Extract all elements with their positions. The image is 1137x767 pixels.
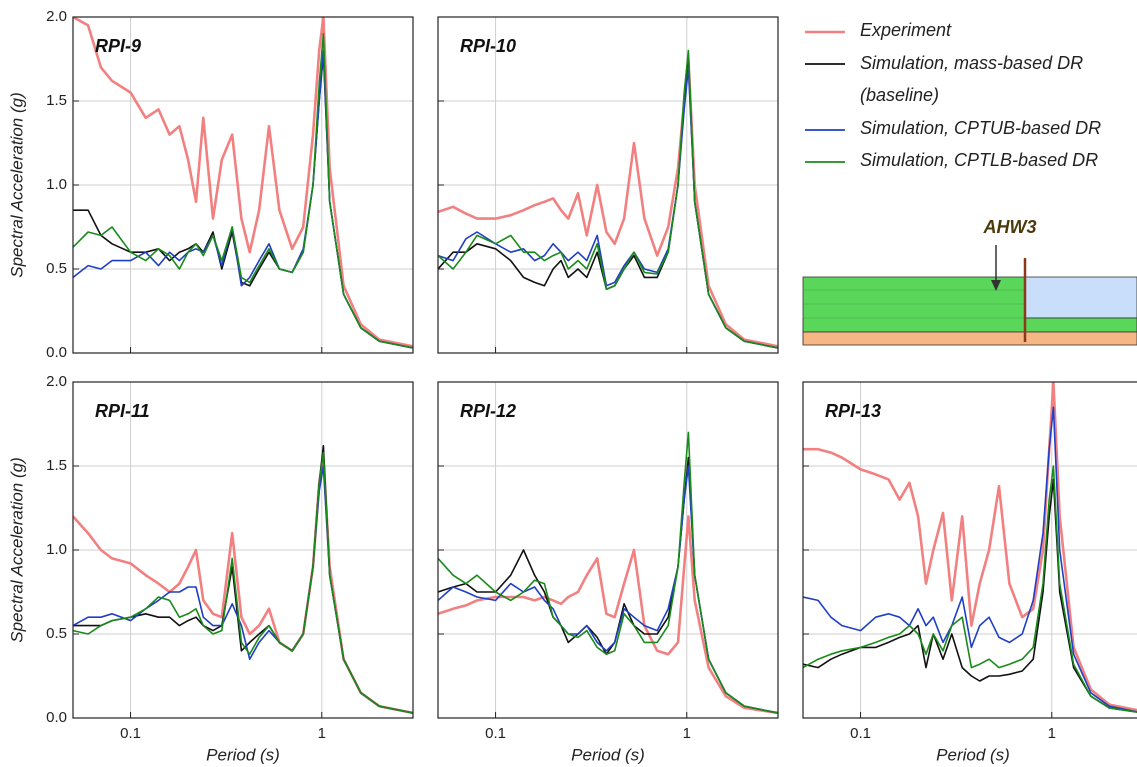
x-tick-label: 1 <box>318 725 326 742</box>
x-axis-label: Period (s) <box>206 745 280 764</box>
y-tick-label: 0.0 <box>46 709 67 726</box>
series-line <box>73 456 413 715</box>
y-axis-label: Spectral Acceleration (g) <box>7 92 26 278</box>
y-axis-label: Spectral Acceleration (g) <box>7 457 26 643</box>
x-tick-label: 0.1 <box>485 725 506 742</box>
x-axis-label: Period (s) <box>571 745 645 764</box>
series-line <box>73 33 413 349</box>
series-line <box>803 406 1137 713</box>
panel-title: RPI-9 <box>95 36 141 56</box>
series-line <box>73 465 413 714</box>
plot-frame <box>437 381 779 719</box>
series-line <box>73 17 413 348</box>
schematic-label: AHW3 <box>983 217 1037 237</box>
legend-entry: Simulation, mass-based DR (baseline) <box>860 53 1084 105</box>
plot-area <box>73 445 413 715</box>
x-tick-label: 0.1 <box>120 725 141 742</box>
y-tick-label: 2.0 <box>46 373 67 390</box>
legend-entry: Simulation, CPTLB-based DR <box>860 150 1099 170</box>
panel-title: RPI-11 <box>95 401 150 421</box>
plot-area <box>803 382 1137 713</box>
series-line <box>438 58 778 349</box>
x-tick-label: 1 <box>1048 725 1056 742</box>
plot-frame <box>72 16 414 354</box>
x-tick-label: 0.1 <box>850 725 871 742</box>
series-line <box>438 49 778 349</box>
y-tick-label: 0.5 <box>46 260 67 277</box>
y-tick-label: 0.5 <box>46 625 67 642</box>
plot-area <box>438 431 778 715</box>
schematic: AHW3 <box>802 217 1137 346</box>
x-tick-label: 1 <box>683 725 691 742</box>
plot-area <box>438 49 778 349</box>
legend-entry: Experiment <box>860 20 952 40</box>
panel-title: RPI-10 <box>460 36 516 56</box>
series-line <box>73 445 413 714</box>
series-line <box>73 49 413 349</box>
panel-title: RPI-13 <box>825 401 881 421</box>
series-line <box>438 431 778 714</box>
plot-frame <box>72 381 414 719</box>
series-line <box>803 382 1137 712</box>
y-tick-label: 2.0 <box>46 8 67 25</box>
series-line <box>438 465 778 714</box>
series-line <box>73 53 413 349</box>
series-line <box>73 451 413 714</box>
series-line <box>438 515 778 715</box>
y-tick-label: 1.5 <box>46 457 67 474</box>
panel-title: RPI-12 <box>460 401 516 421</box>
series-line <box>438 57 778 348</box>
y-tick-label: 1.0 <box>46 541 67 558</box>
series-line <box>803 465 1137 713</box>
plot-frame <box>802 381 1137 719</box>
x-axis-label: Period (s) <box>936 745 1010 764</box>
y-tick-label: 0.0 <box>46 344 67 361</box>
plot-area <box>73 17 413 349</box>
plot-frame <box>437 16 779 354</box>
legend-entry: Simulation, CPTUB-based DR <box>860 118 1102 138</box>
series-line <box>438 66 778 349</box>
y-tick-label: 1.0 <box>46 176 67 193</box>
y-tick-label: 1.5 <box>46 92 67 109</box>
